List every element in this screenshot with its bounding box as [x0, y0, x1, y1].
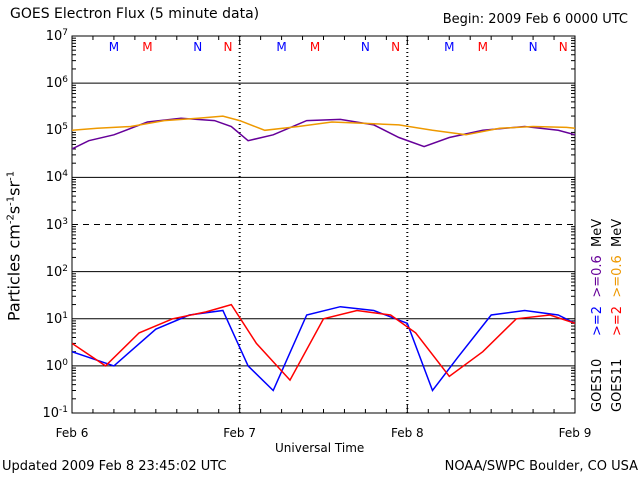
goes11-channels: >=2 >=0.6 MeV	[610, 218, 625, 336]
goes11-label: GOES11	[610, 358, 625, 412]
x-axis-label: Universal Time	[275, 441, 365, 455]
plot-frame	[71, 35, 576, 414]
orbit-marker: M	[142, 40, 152, 54]
x-tick-label: Feb 6	[55, 426, 89, 440]
x-tick-label: Feb 7	[223, 426, 257, 440]
series-line-3	[72, 115, 575, 136]
orbit-marker: M	[276, 40, 286, 54]
orbit-marker: N	[559, 40, 568, 54]
begin-date: Begin: 2009 Feb 6 0000 UTC	[442, 12, 628, 27]
goes10-label: GOES10	[590, 358, 605, 412]
orbit-marker: N	[529, 40, 538, 54]
series-line-1	[72, 303, 575, 382]
y-tick-label: 103	[45, 216, 68, 233]
x-tick-label: Feb 9	[558, 426, 592, 440]
x-tick-label: Feb 8	[390, 426, 424, 440]
orbit-marker: N	[193, 40, 202, 54]
y-tick-label: 101	[45, 310, 68, 327]
y-tick-label: 104	[45, 169, 68, 186]
y-tick-label: 100	[45, 357, 68, 374]
orbit-marker: M	[310, 40, 320, 54]
goes10-channels: >=2 >=0.6 MeV	[590, 218, 605, 336]
series-line-0	[72, 305, 575, 393]
chart-title: GOES Electron Flux (5 minute data)	[10, 6, 260, 22]
orbit-marker: M	[109, 40, 119, 54]
y-tick-label: 10-1	[42, 405, 68, 421]
orbit-marker: M	[478, 40, 488, 54]
y-tick-label: 106	[45, 75, 68, 92]
updated-timestamp: Updated 2009 Feb 8 23:45:02 UTC	[2, 459, 227, 474]
y-tick-label: 105	[45, 122, 68, 139]
series-line-2	[72, 117, 575, 150]
credit-text: NOAA/SWPC Boulder, CO USA	[444, 459, 638, 474]
y-tick-label: 102	[45, 263, 68, 280]
y-axis-label: Particles cm-2s-1sr-1	[4, 170, 24, 322]
orbit-marker: N	[391, 40, 400, 54]
orbit-marker: M	[444, 40, 454, 54]
y-tick-label: 107	[45, 28, 68, 44]
orbit-marker: N	[223, 40, 232, 54]
orbit-marker: N	[361, 40, 370, 54]
